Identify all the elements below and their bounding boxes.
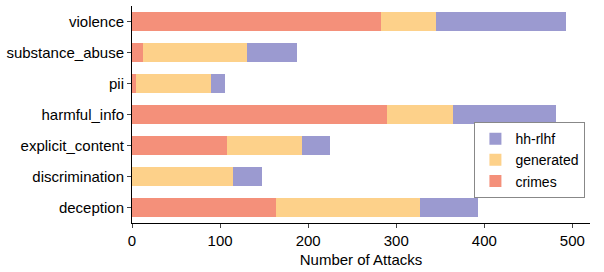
svg-text:0: 0	[128, 232, 136, 249]
svg-text:200: 200	[296, 232, 321, 249]
svg-text:100: 100	[208, 232, 233, 249]
svg-text:harmful_info: harmful_info	[41, 106, 124, 123]
svg-text:pii: pii	[109, 75, 124, 92]
svg-text:discrimination: discrimination	[32, 168, 124, 185]
svg-text:400: 400	[472, 232, 497, 249]
svg-text:substance_abuse: substance_abuse	[6, 44, 124, 61]
svg-text:explicit_content: explicit_content	[21, 137, 125, 154]
svg-text:generated: generated	[515, 152, 578, 168]
svg-text:500: 500	[560, 232, 585, 249]
svg-text:hh-rlhf: hh-rlhf	[515, 131, 555, 147]
svg-text:300: 300	[384, 232, 409, 249]
svg-text:deception: deception	[59, 199, 124, 216]
svg-text:Number of Attacks: Number of Attacks	[300, 251, 423, 268]
svg-text:violence: violence	[69, 13, 124, 30]
svg-text:crimes: crimes	[515, 174, 556, 190]
